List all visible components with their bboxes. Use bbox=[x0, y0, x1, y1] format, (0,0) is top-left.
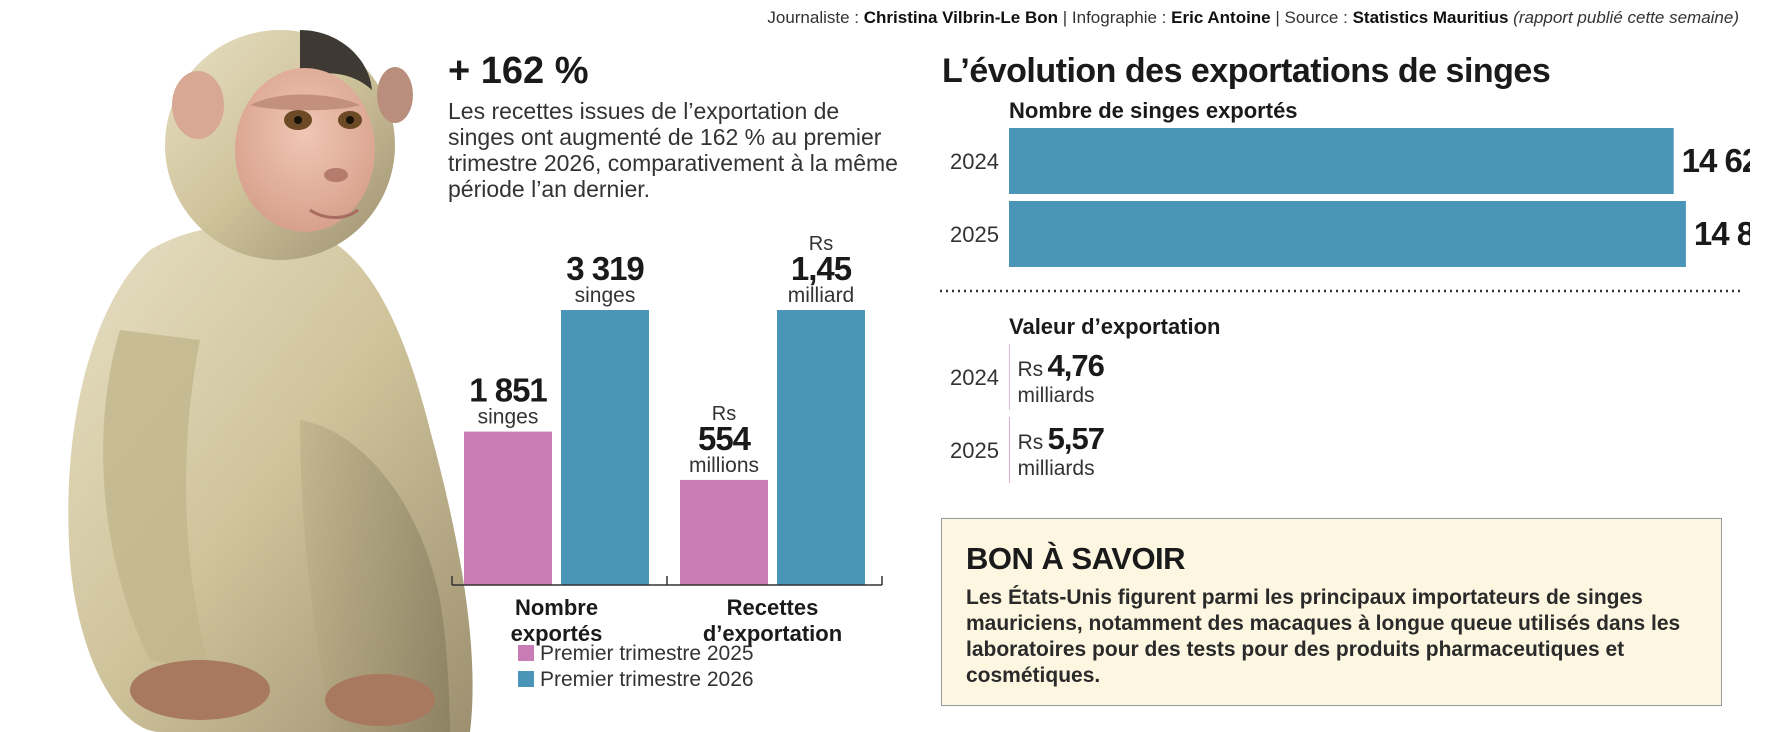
hbar-unit-label: milliards bbox=[1018, 457, 1095, 480]
bar-2025-revenue bbox=[680, 479, 768, 585]
hbar-count-2024 bbox=[1009, 128, 1674, 194]
hbar-prefix-label: Rs bbox=[1018, 431, 1044, 454]
bar-unit-label: millions bbox=[689, 454, 759, 477]
legend-label: Premier trimestre 2026 bbox=[540, 668, 754, 691]
infographic-author: Eric Antoine bbox=[1171, 8, 1271, 27]
legend-label: Premier trimestre 2025 bbox=[540, 642, 754, 665]
bar-unit-label: milliard bbox=[788, 284, 855, 307]
legend-swatch bbox=[518, 671, 534, 687]
category-label: exportés bbox=[511, 621, 603, 646]
category-label: d’exportation bbox=[703, 621, 842, 646]
legend-swatch bbox=[518, 645, 534, 661]
bar-prefix-label: Rs bbox=[712, 403, 736, 425]
evolution-bar-charts: Nombre de singes exportés 2024 14 623 2025 1… bbox=[940, 98, 1750, 483]
info-box: BON À SAVOIR Les États-Unis figurent par… bbox=[941, 518, 1722, 706]
journalist-name: Christina Vilbrin-Le Bon bbox=[863, 8, 1059, 27]
year-label: 2024 bbox=[950, 149, 999, 174]
percent-headline: + 162 % bbox=[448, 50, 589, 92]
macaque-illustration bbox=[68, 30, 473, 732]
bar-unit-label: singes bbox=[478, 406, 539, 429]
panel-title: Nombre de singes exportés bbox=[1009, 98, 1298, 123]
panel-title: Valeur d’exportation bbox=[1009, 314, 1221, 339]
bar-value-label: 554 bbox=[698, 420, 752, 457]
intro-text: Les recettes issues de l’exportation de … bbox=[448, 98, 898, 202]
evolution-title: L’évolution des exportations de singes bbox=[942, 52, 1551, 90]
source-note: (rapport publié cette semaine) bbox=[1508, 8, 1739, 27]
hbar-count-2025 bbox=[1009, 201, 1686, 267]
hbar-value-2025 bbox=[1009, 417, 1010, 483]
bar-value-label: 3 319 bbox=[566, 250, 644, 287]
hbar-value-label: 5,57 bbox=[1048, 421, 1104, 456]
bar-value-label: 1,45 bbox=[791, 250, 852, 287]
bar-2025-count bbox=[464, 431, 552, 585]
year-label: 2025 bbox=[950, 222, 999, 247]
bar-value-label: 1 851 bbox=[469, 372, 547, 409]
bar-unit-label: singes bbox=[575, 284, 636, 307]
year-label: 2024 bbox=[950, 365, 999, 390]
hbar-value-2024 bbox=[1009, 344, 1010, 410]
hbar-value-label: 14 892 bbox=[1694, 215, 1750, 252]
info-title: BON À SAVOIR bbox=[966, 541, 1186, 576]
credits-line: Journaliste : Christina Vilbrin-Le Bon |… bbox=[767, 8, 1739, 27]
hbar-value-label: 14 623 bbox=[1682, 142, 1750, 179]
bar-2026-count bbox=[561, 310, 649, 585]
bar-2026-revenue bbox=[777, 310, 865, 585]
hbar-prefix-label: Rs bbox=[1018, 358, 1044, 381]
year-label: 2025 bbox=[950, 438, 999, 463]
category-label: Nombre bbox=[515, 595, 598, 620]
hbar-unit-label: milliards bbox=[1018, 384, 1095, 407]
source-name: Statistics Mauritius bbox=[1352, 8, 1509, 27]
info-text: Les États-Unis figurent parmi les princi… bbox=[966, 586, 1681, 687]
bar-prefix-label: Rs bbox=[809, 233, 833, 255]
hbar-value-label: 4,76 bbox=[1048, 348, 1105, 383]
category-label: Recettes bbox=[727, 595, 819, 620]
